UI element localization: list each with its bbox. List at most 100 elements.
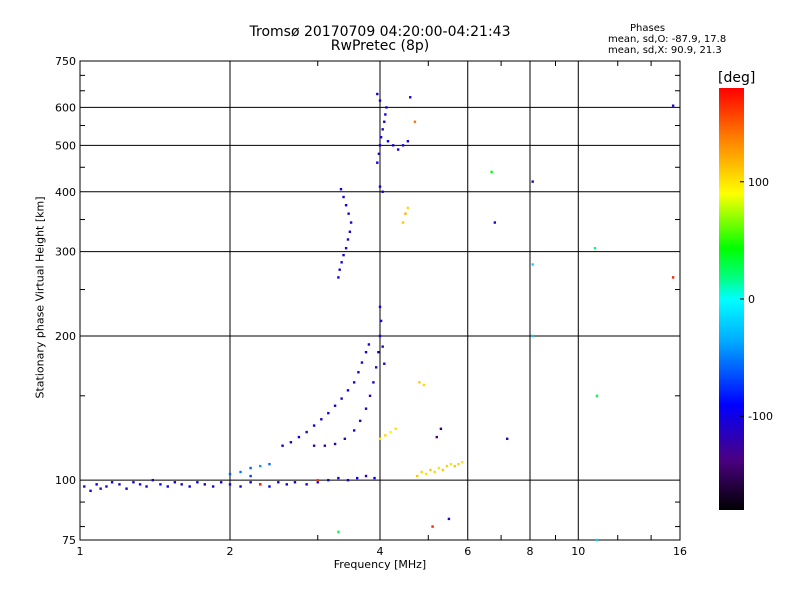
data-point [384,113,387,116]
data-point [377,152,381,156]
data-point [381,345,384,348]
data-point [377,350,380,354]
x-tick-label: 4 [377,545,384,558]
data-point [285,483,288,486]
data-point [228,472,232,476]
data-point [305,430,308,434]
data-point [323,444,327,447]
data-point [118,483,121,486]
data-point [595,538,599,542]
plot-frame [79,60,681,541]
x-tick-label: 8 [527,545,534,558]
stats-x-mode: mean, sd,X: 90.9, 21.3 [608,45,722,56]
data-point [368,394,372,398]
data-point [151,478,155,482]
colorbar: 100 0 -100 [719,88,773,510]
data-point [490,170,493,174]
data-point [671,104,675,107]
y-tick-label: 400 [55,186,76,199]
data-point [259,483,262,486]
data-point [342,195,345,199]
data-point [268,462,271,466]
data-point [531,334,534,338]
data-point [337,476,340,480]
x-tick-label: 16 [673,545,687,558]
data-point [196,481,199,484]
data-point [445,464,449,468]
data-point [385,106,388,109]
data-point [297,435,301,439]
data-point [259,464,262,468]
data-point [132,481,135,484]
data-point [333,442,337,446]
data-point [83,485,86,488]
x-tick-label: 6 [464,545,471,558]
data-point [439,427,443,431]
data-point [293,481,297,484]
data-point [125,487,128,490]
data-point [166,485,169,488]
data-point [595,394,599,398]
data-point [431,525,434,528]
data-point [420,470,423,474]
data-point [343,437,347,440]
data-points [83,92,675,542]
data-point [358,419,362,423]
data-point [312,444,316,447]
y-tick-label: 200 [55,330,76,343]
colorbar-tick-label: 0 [748,293,755,306]
data-point [347,212,350,215]
y-tick-label: 750 [55,55,76,68]
data-point [531,263,534,266]
data-point [346,478,350,482]
data-point [346,389,350,392]
data-point [219,481,223,484]
data-point [360,361,364,364]
data-point [379,135,383,139]
data-point [337,276,340,279]
data-point [173,481,177,484]
data-point [95,483,98,486]
x-tick-label: 1 [77,545,84,558]
data-point [249,466,252,470]
data-point [437,466,441,470]
data-point [386,140,390,143]
data-point [320,418,323,421]
data-point [344,246,348,250]
data-point [239,470,242,474]
y-tick-label: 100 [55,474,76,487]
data-point [413,120,417,123]
data-point [383,362,386,365]
data-point [239,485,242,488]
data-point [406,206,410,210]
data-point [394,427,397,431]
stats-title: Phases [630,23,666,34]
data-point [249,481,252,484]
data-point [364,350,368,354]
data-point [401,144,405,147]
data-point [449,462,453,466]
data-point [281,444,284,447]
data-point [378,185,382,188]
data-point [277,481,280,484]
data-point [422,383,426,387]
grid [80,61,680,540]
y-tick-label: 600 [55,101,76,114]
data-point [352,429,356,432]
data-point [346,238,350,241]
chart-subtitle: RwPretec (8p) [330,38,430,54]
x-tick-label: 2 [227,545,234,558]
data-point [203,483,206,486]
data-point [342,253,345,257]
data-point [381,128,384,131]
data-point [493,221,497,224]
data-point [340,261,343,264]
data-point [401,221,405,224]
data-point [312,424,316,427]
colorbar-label: [deg] [718,70,756,86]
data-point [453,464,456,468]
data-point [418,381,421,384]
data-point [249,474,252,478]
data-point [396,148,400,151]
y-tick-label: 300 [55,246,76,259]
